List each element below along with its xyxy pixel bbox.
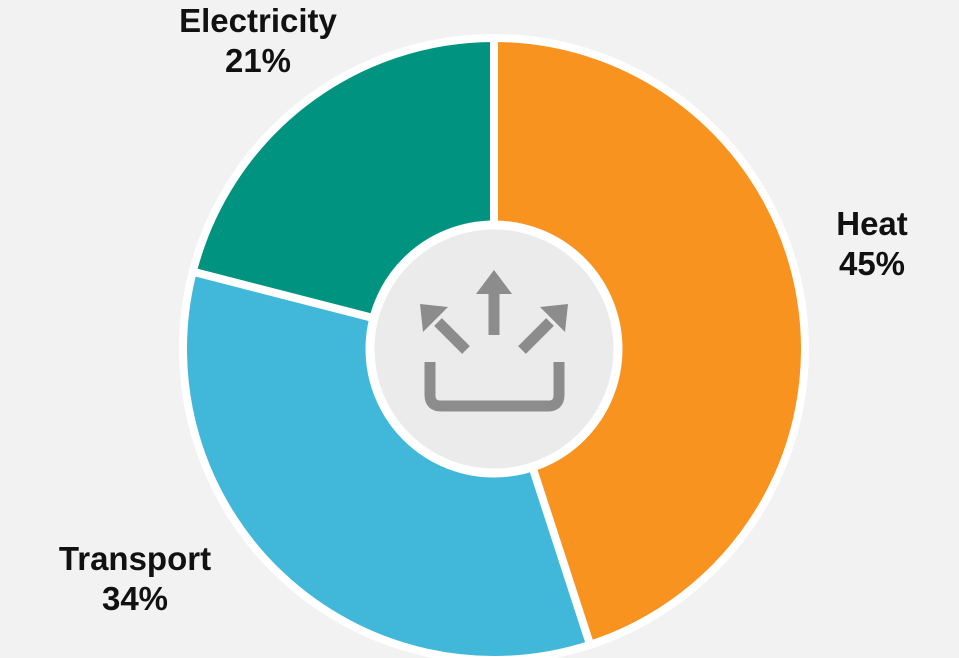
center-circle xyxy=(365,220,623,478)
slice-label: Transport 34% xyxy=(59,540,211,617)
slice-label: Electricity 21% xyxy=(179,2,337,79)
slice-label: Heat 45% xyxy=(836,205,908,282)
value-label: 45% xyxy=(839,245,905,282)
slice xyxy=(490,34,809,649)
share-icon[interactable] xyxy=(424,292,565,412)
value-label: 21% xyxy=(225,42,291,79)
category-label: Heat xyxy=(836,205,908,242)
labels: Heat 45% Transport 34% Electricity 21% xyxy=(59,2,908,617)
share-icon-heads xyxy=(420,270,568,332)
value-label: 34% xyxy=(102,580,168,617)
category-label: Electricity xyxy=(179,2,337,39)
category-label: Transport xyxy=(59,540,211,577)
